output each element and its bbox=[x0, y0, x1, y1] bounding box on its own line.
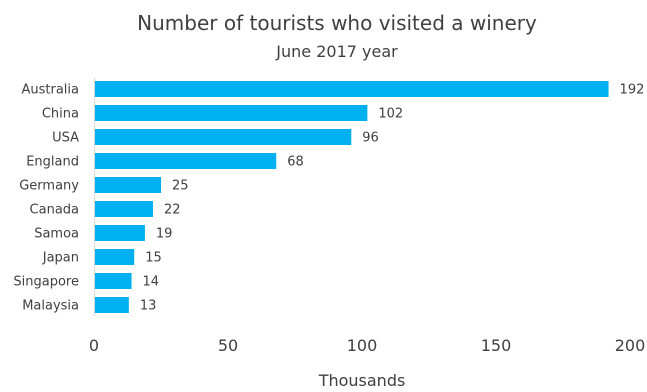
x-tick-labels: 0 50 100 150 200 bbox=[89, 336, 645, 355]
bar-samoa bbox=[95, 225, 145, 241]
category-label: Singapore bbox=[13, 275, 79, 290]
category-label: Germany bbox=[19, 179, 79, 194]
category-label: USA bbox=[52, 131, 79, 146]
value-label: 14 bbox=[143, 275, 160, 290]
category-labels: Australia China USA England Germany Canada Sam… bbox=[13, 83, 79, 314]
x-tick-label: 100 bbox=[347, 336, 378, 355]
bar-singapore bbox=[95, 273, 132, 289]
bar-australia bbox=[95, 81, 609, 97]
value-label: 68 bbox=[287, 155, 304, 170]
x-tick-label: 0 bbox=[89, 336, 99, 355]
bar-malaysia bbox=[95, 297, 129, 313]
value-label: 13 bbox=[140, 299, 157, 314]
value-label: 19 bbox=[156, 227, 173, 242]
bar-china bbox=[95, 105, 368, 121]
bar-usa bbox=[95, 129, 352, 145]
value-labels: 192 102 96 68 25 22 19 15 14 13 bbox=[140, 83, 645, 314]
value-label: 22 bbox=[164, 203, 181, 218]
category-label: Canada bbox=[30, 203, 79, 218]
x-tick-label: 50 bbox=[218, 336, 238, 355]
x-tick-label: 200 bbox=[615, 336, 646, 355]
bar-canada bbox=[95, 201, 153, 217]
value-label: 15 bbox=[145, 251, 162, 266]
category-label: China bbox=[42, 107, 79, 122]
category-label: Australia bbox=[21, 83, 79, 98]
category-label: Samoa bbox=[34, 227, 79, 242]
bars-group bbox=[95, 81, 609, 313]
value-label: 192 bbox=[620, 83, 645, 98]
value-label: 25 bbox=[172, 179, 189, 194]
category-label: Japan bbox=[42, 251, 79, 266]
x-axis-title: Thousands bbox=[318, 371, 406, 390]
x-tick-label: 150 bbox=[481, 336, 512, 355]
category-label: England bbox=[26, 155, 79, 170]
category-label: Malaysia bbox=[22, 299, 79, 314]
value-label: 102 bbox=[378, 107, 403, 122]
bar-germany bbox=[95, 177, 161, 193]
chart-subtitle: June 2017 year bbox=[275, 42, 398, 61]
chart-title: Number of tourists who visited a winery bbox=[137, 11, 537, 35]
value-label: 96 bbox=[362, 131, 379, 146]
bar-england bbox=[95, 153, 277, 169]
bar-japan bbox=[95, 249, 135, 265]
